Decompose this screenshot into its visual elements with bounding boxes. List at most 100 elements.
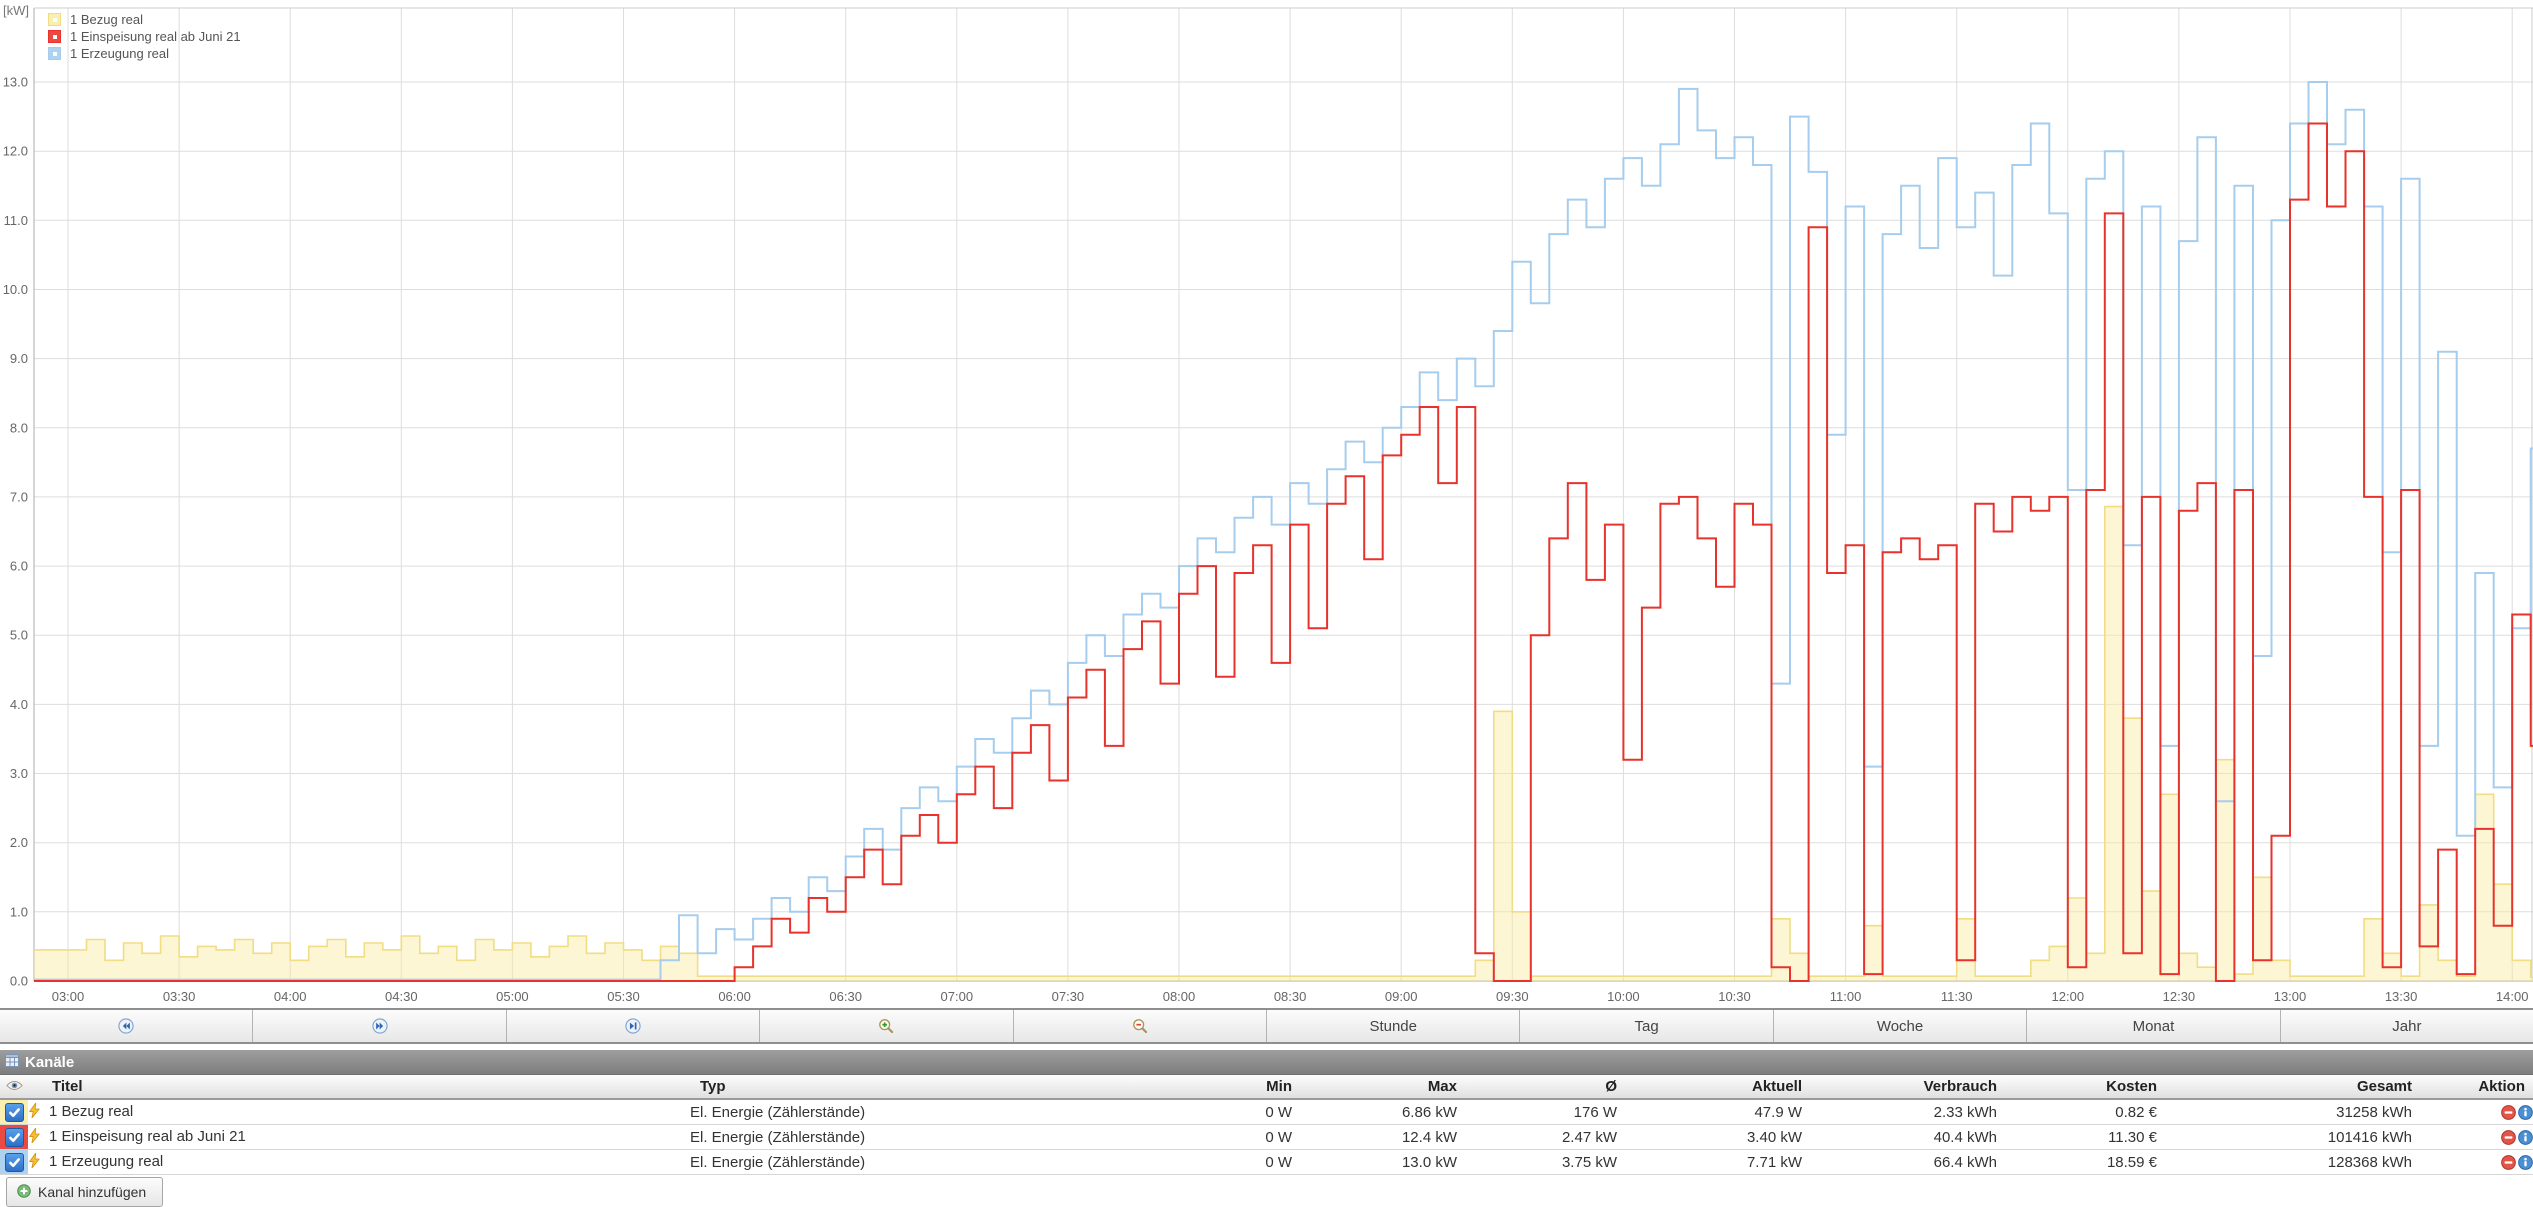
x-tick-label: 11:00 bbox=[1830, 989, 1862, 1004]
spacer bbox=[0, 1044, 2533, 1050]
cell-max: 13.0 kW bbox=[1300, 1149, 1465, 1175]
plus-circle-icon bbox=[17, 1183, 31, 1201]
range-week-button[interactable]: Woche bbox=[1773, 1010, 2028, 1042]
cell-min: 0 W bbox=[1135, 1149, 1300, 1175]
x-tick-label: 07:00 bbox=[941, 989, 974, 1004]
legend-label: 1 Bezug real bbox=[70, 12, 143, 27]
range-month-button[interactable]: Monat bbox=[2027, 1010, 2281, 1042]
cell-min: 0 W bbox=[1135, 1099, 1300, 1125]
legend-item: 1 Einspeisung real ab Juni 21 bbox=[48, 28, 241, 45]
x-tick-label: 08:00 bbox=[1163, 989, 1196, 1004]
remove-channel-icon[interactable] bbox=[2501, 1105, 2516, 1120]
y-tick-label: 12.0 bbox=[3, 144, 28, 159]
cell-titel: 1 Einspeisung real ab Juni 21 bbox=[28, 1124, 690, 1150]
column-header-kosten: Kosten bbox=[2005, 1075, 2165, 1100]
cell-avg: 176 W bbox=[1465, 1099, 1625, 1125]
y-tick-label: 5.0 bbox=[10, 628, 28, 643]
series-bezug-line bbox=[34, 505, 2533, 979]
skip-to-end-icon bbox=[625, 1018, 641, 1034]
cell-typ: El. Energie (Zählerstände) bbox=[690, 1124, 1135, 1150]
x-tick-label: 09:00 bbox=[1385, 989, 1418, 1004]
cell-aktion bbox=[2420, 1149, 2533, 1175]
column-header-aktion: Aktion bbox=[2420, 1075, 2533, 1100]
add-channel-label: Kanal hinzufügen bbox=[38, 1184, 147, 1200]
zoom-in-button[interactable] bbox=[760, 1010, 1014, 1042]
column-header-titel: Titel bbox=[28, 1075, 690, 1100]
series-einspeisung-line bbox=[34, 122, 2533, 982]
x-tick-label: 07:30 bbox=[1052, 989, 1085, 1004]
range-hour-button[interactable]: Stunde bbox=[1267, 1010, 1521, 1042]
y-tick-label: 11.0 bbox=[4, 213, 28, 228]
x-tick-label: 06:30 bbox=[829, 989, 862, 1004]
table-icon bbox=[5, 1053, 19, 1071]
channel-info-icon[interactable] bbox=[2518, 1155, 2533, 1170]
rewind-icon bbox=[118, 1018, 134, 1034]
cell-aktuell: 47.9 W bbox=[1625, 1099, 1810, 1125]
chart-plot-area[interactable]: 0.0 1.0 2.0 3.0 4.0 5.0 6.0 7.0 8.0 9.0 10.0 11.0 12… bbox=[0, 0, 2533, 1008]
cell-titel: 1 Erzeugung real bbox=[28, 1149, 690, 1175]
channel-color-cell bbox=[0, 1124, 28, 1150]
legend-swatch bbox=[48, 30, 61, 43]
table-row: 1 Bezug real El. Energie (Zählerstände) 0 … bbox=[0, 1099, 2533, 1125]
chart-svg[interactable]: 0.0 1.0 2.0 3.0 4.0 5.0 6.0 7.0 8.0 9.0 10.0 11.0 12… bbox=[0, 0, 2533, 1008]
add-channel-button[interactable]: Kanal hinzufügen bbox=[6, 1177, 164, 1207]
column-header-max: Max bbox=[1300, 1075, 1465, 1100]
channel-visible-checkbox[interactable] bbox=[4, 1153, 24, 1172]
jump-to-now-button[interactable] bbox=[506, 1010, 761, 1042]
table-row: 1 Einspeisung real ab Juni 21 El. Energie… bbox=[0, 1124, 2533, 1150]
series-bezug-fill bbox=[34, 506, 2533, 981]
cell-kosten: 0.82 € bbox=[2005, 1099, 2165, 1125]
zoom-out-button[interactable] bbox=[1013, 1010, 1268, 1042]
legend-label: 1 Erzeugung real bbox=[70, 46, 170, 61]
x-tick-label: 05:30 bbox=[607, 989, 640, 1004]
legend-item: 1 Erzeugung real bbox=[48, 45, 241, 62]
cell-max: 6.86 kW bbox=[1300, 1099, 1465, 1125]
legend-swatch bbox=[48, 13, 61, 26]
cell-verbrauch: 40.4 kWh bbox=[1810, 1124, 2005, 1150]
chart-area: [kW] 0.0 1.0 2.0 3.0 4.0 5.0 6.0 7.0 8.0 9.0 10.0 1… bbox=[0, 0, 2533, 1008]
x-tick-label: 05:00 bbox=[496, 989, 529, 1004]
toolbar-button-label: Monat bbox=[2132, 1017, 2175, 1035]
x-tick-label: 08:30 bbox=[1274, 989, 1307, 1004]
cell-kosten: 11.30 € bbox=[2005, 1124, 2165, 1150]
range-year-button[interactable]: Jahr bbox=[2280, 1010, 2533, 1042]
y-tick-label: 2.0 bbox=[10, 835, 28, 850]
channel-visible-checkbox[interactable] bbox=[4, 1128, 24, 1147]
remove-channel-icon[interactable] bbox=[2501, 1155, 2516, 1170]
column-header-gesamt: Gesamt bbox=[2165, 1075, 2420, 1100]
toolbar-button-label: Jahr bbox=[2392, 1017, 2422, 1035]
cell-verbrauch: 2.33 kWh bbox=[1810, 1099, 2005, 1125]
cell-min: 0 W bbox=[1135, 1124, 1300, 1150]
column-header-typ: Typ bbox=[690, 1075, 1135, 1100]
x-tick-label: 04:00 bbox=[274, 989, 307, 1004]
cell-aktion bbox=[2420, 1099, 2533, 1125]
channel-info-icon[interactable] bbox=[2518, 1130, 2533, 1145]
chart-legend: 1 Bezug real 1 Einspeisung real ab Juni 2… bbox=[48, 11, 241, 62]
cell-gesamt: 31258 kWh bbox=[2165, 1099, 2420, 1125]
y-tick-label: 10.0 bbox=[3, 282, 28, 297]
channel-title: 1 Erzeugung real bbox=[49, 1152, 164, 1170]
toolbar-button-label: Woche bbox=[1876, 1017, 1924, 1035]
channel-info-icon[interactable] bbox=[2518, 1105, 2533, 1120]
column-header-verbrauch: Verbrauch bbox=[1810, 1075, 2005, 1100]
channels-table: Titel Typ Min Max Ø Aktuell Verbrauch Kosten Ges… bbox=[0, 1075, 2533, 1175]
channel-visible-checkbox[interactable] bbox=[4, 1103, 24, 1122]
x-tick-label: 06:00 bbox=[718, 989, 751, 1004]
cell-avg: 2.47 kW bbox=[1465, 1124, 1625, 1150]
x-tick-label: 09:30 bbox=[1496, 989, 1529, 1004]
y-tick-label: 0.0 bbox=[10, 974, 28, 989]
cell-typ: El. Energie (Zählerstände) bbox=[690, 1149, 1135, 1175]
visibility-column-header bbox=[0, 1075, 28, 1100]
remove-channel-icon[interactable] bbox=[2501, 1130, 2516, 1145]
channel-title: 1 Bezug real bbox=[49, 1102, 134, 1120]
cell-typ: El. Energie (Zählerstände) bbox=[690, 1099, 1135, 1125]
move-back-button[interactable] bbox=[0, 1010, 254, 1042]
range-day-button[interactable]: Tag bbox=[1520, 1010, 1774, 1042]
move-forward-button[interactable] bbox=[253, 1010, 507, 1042]
column-header-min: Min bbox=[1135, 1075, 1300, 1100]
x-tick-label: 10:00 bbox=[1607, 989, 1640, 1004]
cell-avg: 3.75 kW bbox=[1465, 1149, 1625, 1175]
cell-gesamt: 101416 kWh bbox=[2165, 1124, 2420, 1150]
toolbar: Stunde Tag Woche Monat Jahr bbox=[0, 1008, 2533, 1044]
bolt-icon bbox=[28, 1127, 41, 1147]
